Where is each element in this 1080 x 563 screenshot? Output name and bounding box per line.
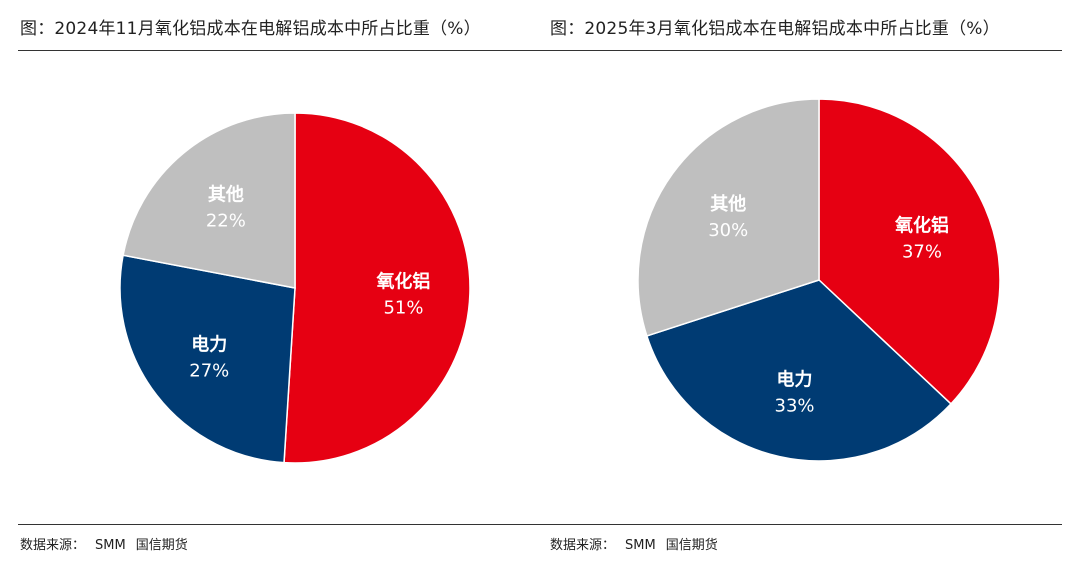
source-note-right: 数据来源： SMM 国信期货: [550, 534, 728, 553]
source-name: 国信期货: [665, 538, 718, 553]
slice-value-label: 51%: [383, 297, 423, 318]
source-name: SMM: [625, 538, 656, 553]
slice-label: 氧化铝: [375, 270, 430, 292]
slice-value-label: 37%: [902, 241, 942, 262]
top-divider: [18, 50, 1062, 51]
slice-value-label: 30%: [708, 220, 748, 241]
source-prefix: 数据来源：: [20, 538, 86, 553]
pie-chart-left: 氧化铝 51% 电力 27% 其他 22%: [119, 112, 471, 464]
slice-value-label: 33%: [775, 396, 815, 417]
pie-slice: [637, 98, 820, 337]
slice-label: 其他: [710, 193, 746, 215]
chart-title-left: 图：2024年11月氧化铝成本在电解铝成本中所占比重（%）: [20, 19, 481, 39]
source-note-left: 数据来源： SMM 国信期货: [20, 534, 198, 553]
pie-slice: [122, 112, 296, 289]
pie-slice: [645, 279, 953, 462]
bottom-divider: [18, 524, 1062, 525]
slice-label: 氧化铝: [894, 214, 949, 236]
slice-value-label: 22%: [206, 210, 246, 231]
source-name: 国信期货: [135, 538, 188, 553]
pie-slice: [119, 254, 296, 464]
source-prefix: 数据来源：: [550, 538, 616, 553]
slice-label: 其他: [208, 183, 244, 205]
chart-title-right: 图：2025年3月氧化铝成本在电解铝成本中所占比重（%）: [550, 19, 1000, 39]
slice-value-label: 27%: [189, 361, 229, 382]
pie-slice: [283, 112, 471, 464]
pie-slice: [818, 98, 1001, 405]
source-name: SMM: [95, 538, 126, 553]
slice-label: 电力: [777, 369, 813, 391]
slice-label: 电力: [191, 334, 227, 356]
pie-chart-right: 氧化铝 37% 电力 33% 其他 30%: [637, 98, 1001, 462]
